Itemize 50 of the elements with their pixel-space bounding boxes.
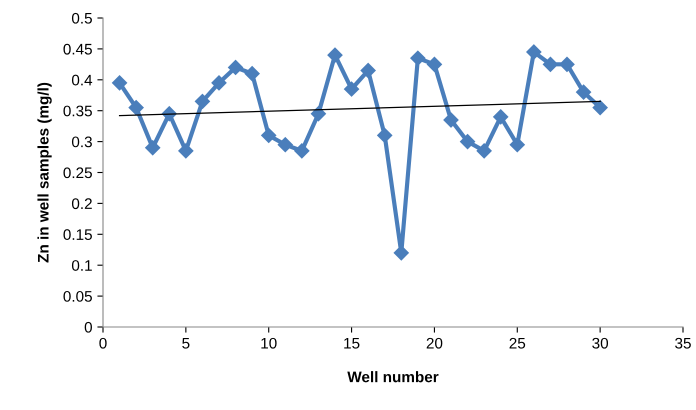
- y-tick-label: 0.4: [72, 74, 92, 86]
- point: [344, 82, 360, 97]
- x-tick-label: 30: [592, 338, 608, 349]
- point: [394, 245, 409, 260]
- point: [559, 56, 575, 72]
- point: [493, 109, 508, 124]
- y-tick-label: 0.15: [63, 229, 92, 240]
- point: [576, 84, 592, 100]
- point: [178, 143, 194, 158]
- point: [476, 143, 492, 158]
- y-axis-title: Zn in well samples (mg/l): [37, 82, 52, 262]
- point: [228, 60, 244, 76]
- point: [112, 75, 128, 90]
- x-tick-label: 35: [675, 338, 691, 349]
- point: [410, 50, 426, 66]
- y-tick-label: 0.35: [63, 106, 92, 116]
- point: [145, 140, 160, 156]
- point: [327, 48, 343, 63]
- x-tick-label: 10: [261, 338, 277, 349]
- point: [542, 56, 558, 72]
- point: [426, 56, 442, 72]
- y-tick-label: 0.25: [63, 167, 92, 178]
- point: [128, 100, 144, 116]
- point: [310, 106, 326, 122]
- point: [592, 100, 608, 116]
- point: [278, 137, 293, 152]
- y-tick-label: 0.5: [72, 12, 92, 24]
- y-tick-label: 0: [84, 322, 92, 333]
- y-tick-label: 0.1: [72, 260, 92, 271]
- y-tick-label: 0.45: [63, 44, 92, 55]
- x-axis-title: Well number: [347, 371, 438, 382]
- point: [261, 128, 276, 143]
- point: [443, 112, 459, 128]
- x-tick-label: 5: [182, 338, 190, 349]
- x-tick-label: 15: [344, 338, 360, 349]
- x-tick-label: 20: [426, 338, 442, 349]
- point: [360, 62, 376, 78]
- x-tick-label: 25: [510, 338, 526, 349]
- y-tick-label: 0.2: [72, 198, 92, 210]
- y-tick-label: 0.3: [72, 136, 92, 148]
- point: [460, 134, 476, 150]
- point: [244, 66, 260, 82]
- point: [526, 44, 542, 60]
- point: [510, 137, 525, 152]
- y-tick-label: 0.05: [63, 290, 92, 302]
- x-tick-label: 0: [99, 338, 107, 349]
- point: [211, 75, 227, 90]
- point: [377, 128, 392, 143]
- point: [294, 143, 310, 158]
- point: [194, 94, 210, 109]
